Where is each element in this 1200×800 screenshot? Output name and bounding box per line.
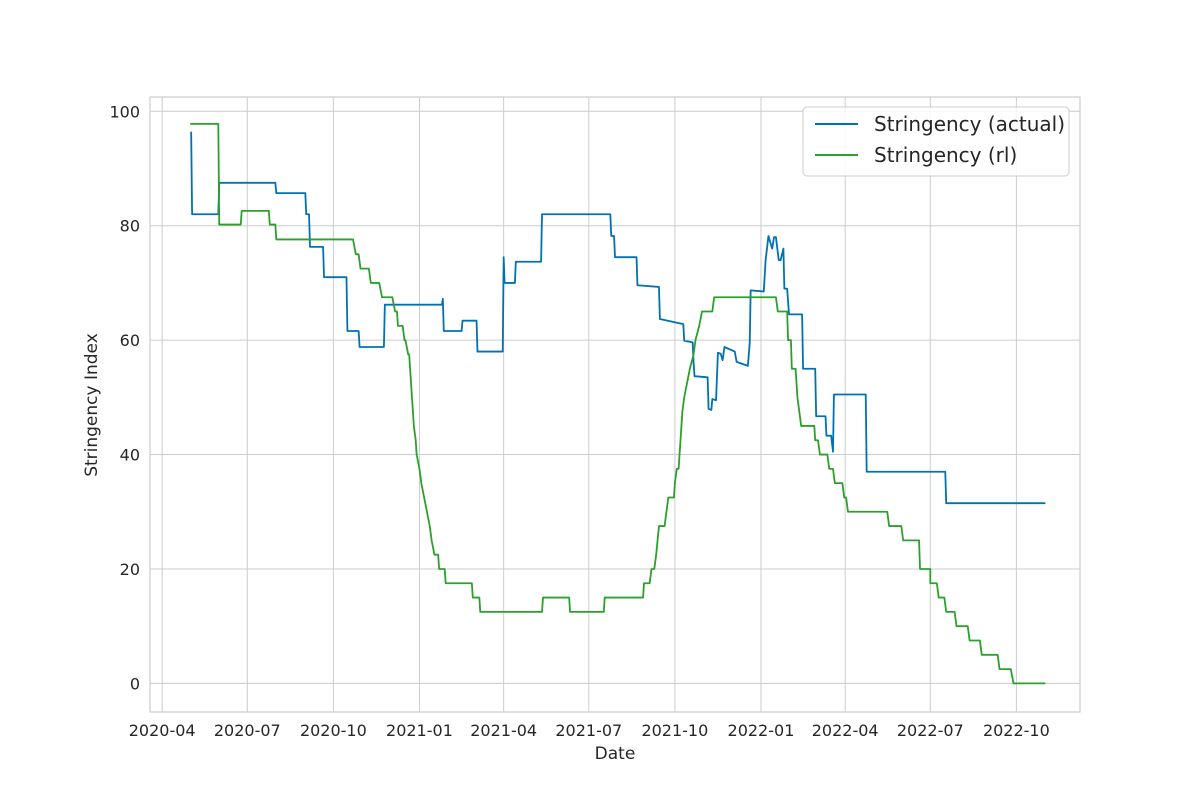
- x-tick-label: 2021-07: [555, 721, 622, 740]
- series-line-rl: [190, 122, 1046, 685]
- y-axis-label: Stringency Index: [82, 333, 102, 477]
- y-tick-label: 60: [120, 331, 140, 350]
- y-tick-label: 20: [120, 560, 140, 579]
- y-tick-label: 100: [109, 102, 140, 121]
- y-tick-labels: 0 20 40 60 80 100: [109, 102, 140, 693]
- legend: Stringency (actual) Stringency (rl): [802, 106, 1070, 177]
- x-tick-label: 2022-04: [812, 721, 879, 740]
- x-axis-label: Date: [595, 744, 636, 764]
- series-line-actual: [190, 131, 1046, 505]
- x-tick-label: 2020-10: [300, 721, 367, 740]
- legend-label-actual: Stringency (actual): [874, 112, 1065, 136]
- x-tick-labels: 2020-04 2020-07 2020-10 2021-01 2021-04 2021-…: [129, 721, 1050, 740]
- y-tick-label: 80: [120, 217, 140, 236]
- x-tick-label: 2022-07: [897, 721, 964, 740]
- plot-frame: [149, 96, 1081, 713]
- legend-box: [802, 106, 1070, 177]
- x-gridlines: [161, 97, 1017, 712]
- x-tick-label: 2021-10: [641, 721, 708, 740]
- x-tick-label: 2021-01: [386, 721, 453, 740]
- x-tick-label: 2021-04: [470, 721, 537, 740]
- y-tick-label: 40: [120, 446, 140, 465]
- y-tick-label: 0: [130, 674, 140, 693]
- x-tick-label: 2022-10: [983, 721, 1050, 740]
- legend-label-rl: Stringency (rl): [874, 143, 1017, 167]
- x-tick-label: 2020-07: [214, 721, 281, 740]
- series-layer: [190, 122, 1046, 685]
- y-gridlines: [150, 110, 1080, 684]
- x-tick-label: 2022-01: [728, 721, 795, 740]
- x-tick-label: 2020-04: [129, 721, 196, 740]
